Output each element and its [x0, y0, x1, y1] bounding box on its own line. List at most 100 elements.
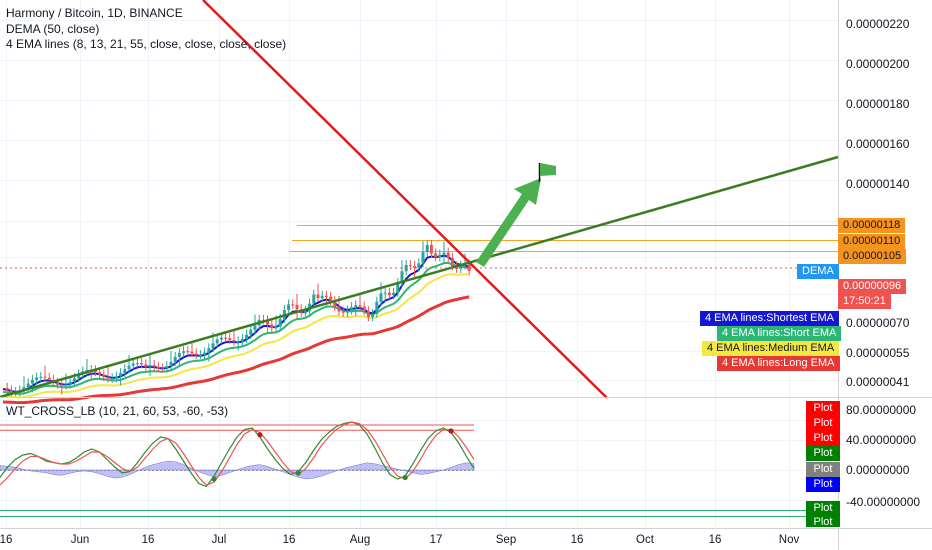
candle-body	[232, 340, 236, 342]
plot-tag-6: Plot	[806, 477, 840, 492]
candle-body	[30, 379, 34, 384]
candle-body	[320, 295, 324, 299]
time-tick-label: Jun	[71, 534, 90, 546]
candle-body	[215, 339, 219, 344]
candle-body	[303, 310, 307, 313]
candle-body	[316, 294, 320, 299]
osc-legend[interactable]: WT_CROSS_LB (10, 21, 60, 53, -60, -53)	[6, 404, 229, 418]
price-tag-118: 0.00000118	[838, 218, 906, 233]
ema-shortest-path	[2, 254, 470, 393]
osc-panel	[0, 421, 838, 517]
candle-body	[110, 378, 114, 380]
candle-body	[161, 368, 165, 370]
candle-body	[186, 351, 190, 353]
candle-body	[228, 338, 232, 341]
osc-wt2-line	[0, 421, 475, 486]
candle-body	[203, 352, 207, 355]
dema-legend[interactable]: DEMA (50, close)	[6, 22, 100, 36]
candle-body	[106, 377, 110, 379]
price-tick-label: 0.00000220	[846, 17, 910, 31]
price-tag-110: 0.00000110	[838, 234, 906, 249]
ema-short-path	[2, 261, 470, 395]
ema-medium-tag: 4 EMA lines:Medium EMA	[702, 341, 840, 356]
candle-body	[446, 252, 450, 258]
ema-long-tag: 4 EMA lines:Long EMA	[717, 356, 840, 371]
candle-body	[295, 304, 299, 310]
ema-shortest-tag: 4 EMA lines:Shortest EMA	[700, 311, 839, 326]
ema-legend[interactable]: 4 EMA lines (8, 13, 21, 55, close, close…	[6, 37, 287, 51]
ema-short-line	[2, 261, 470, 395]
candle-body	[182, 351, 186, 353]
price-tick-label: 0.00000200	[846, 57, 910, 71]
candle-body	[400, 271, 404, 284]
symbol-title[interactable]: Harmony / Bitcoin, 1D, BINANCE	[6, 6, 183, 20]
ema-medium-path	[2, 273, 470, 399]
candle-body	[366, 311, 370, 318]
candle-body	[245, 334, 249, 340]
plot-tag-7: Plot	[806, 501, 840, 516]
candle-body	[350, 307, 354, 311]
candle-body	[43, 376, 47, 378]
candle-body	[131, 363, 135, 366]
osc-histogram	[0, 460, 475, 480]
time-tick-label: 16	[283, 534, 296, 546]
candle-body	[190, 351, 194, 354]
candle-body	[383, 292, 387, 294]
price-tick-label: 0.00000140	[846, 177, 910, 191]
price-tick-label: 0.00000160	[846, 137, 910, 151]
candle-body	[119, 373, 123, 377]
time-tick-label: Sep	[496, 534, 516, 546]
candle-body	[39, 376, 43, 378]
plot-tag-1: Plot	[806, 401, 840, 416]
candle-body	[362, 306, 366, 312]
candle-body	[324, 295, 328, 297]
candle-body	[127, 365, 131, 370]
candle-body	[177, 352, 181, 357]
candle-body	[396, 283, 400, 293]
candle-body	[467, 264, 471, 271]
candle-body	[434, 253, 438, 258]
osc-tick-label: 0.00000000	[846, 463, 910, 477]
candle-body	[93, 370, 97, 373]
plot-tag-8: Plot	[806, 515, 840, 527]
candle-body	[240, 339, 244, 342]
candle-body	[392, 292, 396, 296]
candle-body	[371, 313, 375, 318]
osc-cross-dot	[448, 428, 454, 434]
osc-tick-label: -40.00000000	[846, 495, 920, 509]
time-tick-label: 16	[571, 534, 584, 546]
candle-body	[278, 319, 282, 327]
candle-body	[224, 337, 228, 339]
candle-body	[77, 374, 81, 379]
candle-body	[459, 265, 463, 269]
candle-body	[312, 294, 316, 304]
candle-body	[140, 363, 144, 365]
time-tick-label: Oct	[636, 534, 655, 546]
candle-body	[85, 370, 89, 372]
candle-body	[165, 366, 169, 369]
ema-shortest-line	[2, 254, 470, 393]
price-tick-label: 0.00000055	[846, 346, 910, 360]
candle-body	[333, 301, 337, 307]
time-tick-label: 16	[0, 534, 12, 546]
candle-body	[47, 377, 51, 381]
candle-body	[123, 369, 127, 374]
candle-body	[26, 383, 30, 388]
dema-tag: DEMA	[797, 264, 839, 279]
candle-body	[379, 293, 383, 302]
candle-body	[9, 390, 13, 393]
candle-body	[68, 381, 72, 385]
candle-body	[219, 337, 223, 340]
candle-body	[148, 365, 152, 367]
price-levels	[289, 225, 838, 252]
ascending-trendline	[0, 155, 839, 399]
candle-body	[421, 252, 425, 264]
candle-body	[211, 343, 215, 349]
candle-body	[387, 292, 391, 296]
time-tick-label: Nov	[779, 534, 800, 546]
osc-wt1-line	[0, 421, 475, 488]
last-price-tag: 0.00000096	[838, 279, 907, 294]
ema-long-line	[2, 295, 470, 405]
candle-body	[345, 310, 349, 313]
